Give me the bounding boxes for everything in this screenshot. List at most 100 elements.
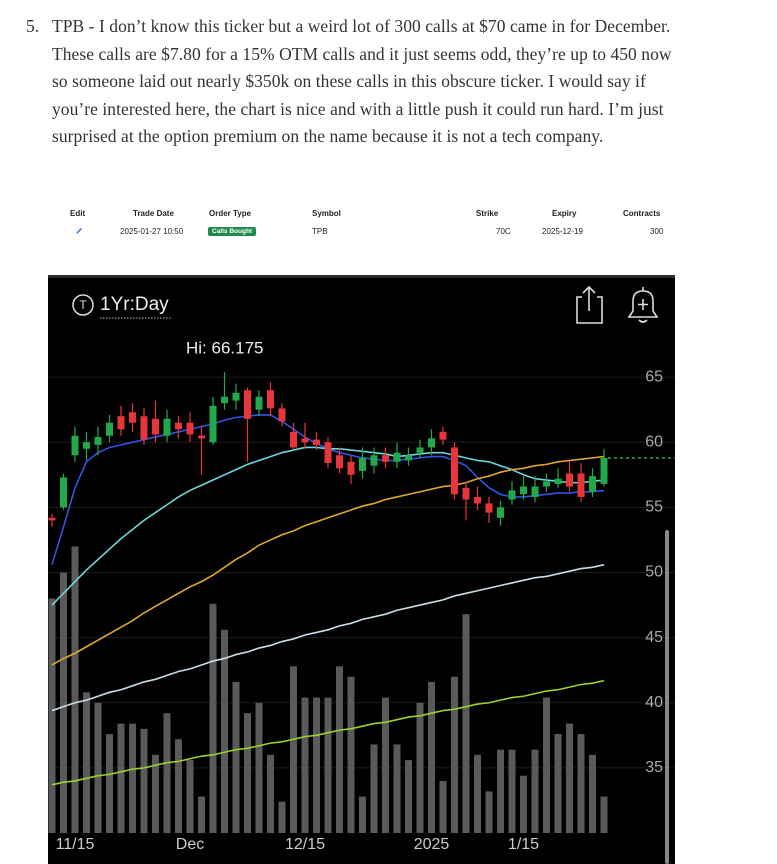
volume-bar — [232, 681, 240, 833]
volume-bar — [359, 796, 366, 833]
volume-bar — [71, 546, 79, 833]
candle-body — [313, 439, 320, 445]
volume-bar — [152, 754, 159, 833]
candle-body — [152, 418, 159, 435]
x-tick-label: 11/15 — [56, 836, 95, 853]
x-tick-label: 12/15 — [285, 836, 325, 853]
candle-body — [290, 431, 297, 448]
timeframe-icon[interactable] — [72, 294, 94, 316]
candle-body — [140, 416, 148, 440]
header: Edit — [70, 209, 86, 218]
volume-bar — [485, 791, 493, 833]
paragraph: TPB - I don’t know this ticker but a wei… — [52, 16, 672, 146]
candle-body — [508, 490, 516, 500]
timeframe[interactable]: 1Yr:Day — [100, 294, 169, 315]
volume-bar — [428, 681, 435, 833]
expiry: 2025-12-19 — [542, 227, 583, 236]
candle-body — [106, 422, 113, 436]
candle-body — [267, 390, 274, 409]
volume-bar — [267, 754, 274, 833]
candle-body — [531, 486, 539, 497]
candle-body — [439, 431, 447, 440]
symbol: TPB — [312, 227, 328, 236]
candle-body — [382, 455, 389, 462]
volume-bar — [106, 734, 113, 833]
volume-bar — [405, 760, 412, 833]
volume-bar — [577, 734, 585, 833]
volume-bar — [209, 603, 217, 833]
volume-bar — [198, 796, 205, 833]
candle-body — [94, 437, 102, 445]
volume-bar — [186, 760, 194, 833]
candle-body — [520, 486, 527, 495]
candle-body — [370, 455, 378, 466]
candle-body — [186, 422, 194, 435]
volume-bar — [175, 739, 182, 833]
volume-bar — [554, 734, 562, 833]
candle-body — [255, 396, 263, 410]
contracts: 300 — [650, 227, 664, 236]
candle-body — [221, 396, 228, 404]
candle-body — [600, 457, 608, 484]
volume-bar — [462, 614, 470, 833]
strike: 70C — [496, 227, 511, 236]
volume-bar — [451, 676, 458, 833]
header: Contracts — [623, 209, 661, 218]
y-tick-label: 35 — [645, 759, 663, 776]
volume-bar — [129, 723, 136, 833]
candle-body — [163, 418, 171, 436]
volume-bar — [566, 723, 573, 833]
candle-body — [244, 390, 251, 419]
candle-body — [83, 442, 90, 449]
candle-body — [428, 438, 435, 448]
trade-table: Edit Trade Date Order Type Symbol Strike… — [55, 206, 675, 246]
volume-bar — [60, 572, 67, 833]
header: Symbol — [312, 209, 341, 218]
y-tick-label: 55 — [645, 499, 663, 516]
header: Trade Date — [133, 209, 174, 218]
volume-bar — [221, 629, 228, 833]
volume-bar — [94, 702, 102, 833]
volume-bar — [531, 749, 539, 833]
header: Expiry — [552, 209, 577, 218]
candle-body — [485, 503, 493, 513]
candle-body — [359, 457, 366, 471]
volume-bar — [370, 744, 378, 833]
y-tick-label: 60 — [645, 433, 663, 450]
volume-bar — [393, 744, 401, 833]
candle-body — [543, 481, 550, 487]
candle-body — [577, 473, 585, 497]
volume-bar — [347, 676, 355, 833]
candle-body — [117, 416, 125, 430]
y-tick-label: 40 — [645, 694, 663, 711]
candle-body — [462, 487, 470, 500]
volume-bar — [336, 666, 343, 833]
x-tick-label: 1/15 — [508, 836, 539, 853]
order-type: Calls Bought — [208, 227, 257, 236]
share-icon[interactable] — [576, 285, 603, 324]
volume-bar — [324, 697, 332, 833]
candle-body — [324, 442, 332, 464]
edit-icon[interactable] — [74, 226, 84, 236]
candle-body — [566, 473, 573, 487]
volume-bar — [163, 713, 171, 833]
y-tick-label: 65 — [645, 368, 663, 385]
chart: T 1Yr:Day Hi: 66.175 35 40 45 50 55 60 65 11/15… — [48, 275, 675, 864]
trade-date: 2025-01-27 10:50 — [120, 227, 184, 236]
volume-bar — [600, 796, 608, 833]
volume-bar — [278, 801, 286, 833]
candle-body — [209, 405, 217, 443]
candle-body — [278, 408, 286, 422]
candle-body — [347, 461, 355, 475]
candle-body — [48, 517, 56, 521]
volume-bar — [589, 754, 596, 833]
x-tick-label: 2025 — [414, 836, 450, 853]
timeframe-icon-glyph: T — [79, 298, 87, 312]
volume-bar — [48, 598, 56, 833]
volume-bar — [520, 775, 527, 833]
alert-icon[interactable] — [627, 287, 659, 323]
volume-bar — [290, 666, 297, 833]
candle-body — [336, 455, 343, 469]
candle-body — [198, 435, 205, 439]
